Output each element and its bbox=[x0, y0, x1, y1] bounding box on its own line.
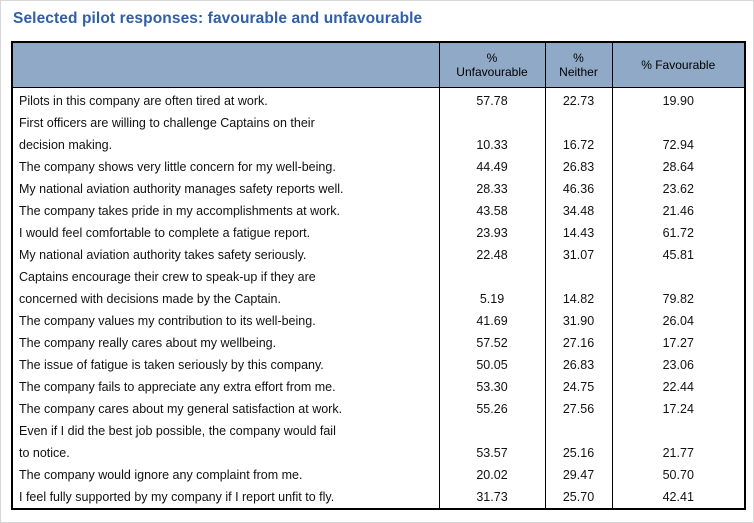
neither-value-cell: 46.36 bbox=[544, 178, 613, 200]
neither-value-cell: 25.70 bbox=[544, 486, 613, 509]
header-unfavourable: % Unfavourable bbox=[438, 41, 546, 88]
favourable-value-cell: 72.94 bbox=[611, 112, 746, 156]
statement-cell: Captains encourage their crew to speak-u… bbox=[11, 266, 440, 310]
statement-cell: Even if I did the best job possible, the… bbox=[11, 420, 440, 464]
statement-cell: Pilots in this company are often tired a… bbox=[11, 87, 440, 112]
table-row: The company really cares about my wellbe… bbox=[11, 332, 746, 354]
table-row: The company takes pride in my accomplish… bbox=[11, 200, 746, 222]
statement-cell: First officers are willing to challenge … bbox=[11, 112, 440, 156]
unfavourable-value-cell: 28.33 bbox=[438, 178, 546, 200]
favourable-value-cell: 17.24 bbox=[611, 398, 746, 420]
unfavourable-value-cell: 31.73 bbox=[438, 486, 546, 509]
statement-cell: My national aviation authority takes saf… bbox=[11, 244, 440, 266]
favourable-value-cell: 45.81 bbox=[611, 244, 746, 266]
unfavourable-value-cell: 55.26 bbox=[438, 398, 546, 420]
table-row: The company cares about my general satis… bbox=[11, 398, 746, 420]
neither-value-cell: 26.83 bbox=[544, 354, 613, 376]
favourable-value-cell: 21.77 bbox=[611, 420, 746, 464]
statement-cell: The issue of fatigue is taken seriously … bbox=[11, 354, 440, 376]
header-neither: % Neither bbox=[544, 41, 613, 88]
neither-value-cell: 14.82 bbox=[544, 266, 613, 310]
favourable-value-cell: 19.90 bbox=[611, 87, 746, 112]
statement-cell: The company would ignore any complaint f… bbox=[11, 464, 440, 486]
statement-cell: I feel fully supported by my company if … bbox=[11, 486, 440, 509]
unfavourable-value-cell: 22.48 bbox=[438, 244, 546, 266]
unfavourable-value-cell: 53.30 bbox=[438, 376, 546, 398]
header-favourable: % Favourable bbox=[611, 41, 746, 88]
neither-value-cell: 27.56 bbox=[544, 398, 613, 420]
neither-value-cell: 34.48 bbox=[544, 200, 613, 222]
statement-cell: The company cares about my general satis… bbox=[11, 398, 440, 420]
favourable-value-cell: 28.64 bbox=[611, 156, 746, 178]
statement-cell: The company takes pride in my accomplish… bbox=[11, 200, 440, 222]
table-row: The issue of fatigue is taken seriously … bbox=[11, 354, 746, 376]
statement-cell: The company values my contribution to it… bbox=[11, 310, 440, 332]
unfavourable-value-cell: 57.52 bbox=[438, 332, 546, 354]
neither-value-cell: 16.72 bbox=[544, 112, 613, 156]
table-row: I feel fully supported by my company if … bbox=[11, 486, 746, 509]
neither-value-cell: 25.16 bbox=[544, 420, 613, 464]
table-row: I would feel comfortable to complete a f… bbox=[11, 222, 746, 244]
table-row: The company shows very little concern fo… bbox=[11, 156, 746, 178]
table-row: Even if I did the best job possible, the… bbox=[11, 420, 746, 464]
neither-value-cell: 31.90 bbox=[544, 310, 613, 332]
unfavourable-value-cell: 5.19 bbox=[438, 266, 546, 310]
table-row: The company values my contribution to it… bbox=[11, 310, 746, 332]
unfavourable-value-cell: 50.05 bbox=[438, 354, 546, 376]
table-body: Pilots in this company are often tired a… bbox=[11, 87, 746, 509]
unfavourable-value-cell: 10.33 bbox=[438, 112, 546, 156]
unfavourable-value-cell: 43.58 bbox=[438, 200, 546, 222]
neither-value-cell: 31.07 bbox=[544, 244, 613, 266]
statement-cell: The company fails to appreciate any extr… bbox=[11, 376, 440, 398]
table-row: Captains encourage their crew to speak-u… bbox=[11, 266, 746, 310]
unfavourable-value-cell: 44.49 bbox=[438, 156, 546, 178]
unfavourable-value-cell: 23.93 bbox=[438, 222, 546, 244]
neither-value-cell: 14.43 bbox=[544, 222, 613, 244]
table-header: % Unfavourable % Neither % Favourable bbox=[11, 41, 746, 88]
favourable-value-cell: 22.44 bbox=[611, 376, 746, 398]
neither-value-cell: 22.73 bbox=[544, 87, 613, 112]
favourable-value-cell: 21.46 bbox=[611, 200, 746, 222]
unfavourable-value-cell: 20.02 bbox=[438, 464, 546, 486]
statement-cell: The company shows very little concern fo… bbox=[11, 156, 440, 178]
favourable-value-cell: 17.27 bbox=[611, 332, 746, 354]
statement-cell: My national aviation authority manages s… bbox=[11, 178, 440, 200]
favourable-value-cell: 61.72 bbox=[611, 222, 746, 244]
responses-table: % Unfavourable % Neither % Favourable Pi… bbox=[11, 41, 746, 510]
favourable-value-cell: 42.41 bbox=[611, 486, 746, 509]
favourable-value-cell: 26.04 bbox=[611, 310, 746, 332]
neither-value-cell: 26.83 bbox=[544, 156, 613, 178]
table-row: My national aviation authority takes saf… bbox=[11, 244, 746, 266]
header-statement bbox=[11, 41, 440, 88]
favourable-value-cell: 23.62 bbox=[611, 178, 746, 200]
favourable-value-cell: 23.06 bbox=[611, 354, 746, 376]
table-row: Pilots in this company are often tired a… bbox=[11, 87, 746, 112]
unfavourable-value-cell: 53.57 bbox=[438, 420, 546, 464]
table-row: The company fails to appreciate any extr… bbox=[11, 376, 746, 398]
neither-value-cell: 27.16 bbox=[544, 332, 613, 354]
unfavourable-value-cell: 57.78 bbox=[438, 87, 546, 112]
unfavourable-value-cell: 41.69 bbox=[438, 310, 546, 332]
favourable-value-cell: 79.82 bbox=[611, 266, 746, 310]
header-row: % Unfavourable % Neither % Favourable bbox=[11, 41, 746, 88]
page-title: Selected pilot responses: favourable and… bbox=[13, 10, 423, 27]
favourable-value-cell: 50.70 bbox=[611, 464, 746, 486]
statement-cell: I would feel comfortable to complete a f… bbox=[11, 222, 440, 244]
neither-value-cell: 24.75 bbox=[544, 376, 613, 398]
neither-value-cell: 29.47 bbox=[544, 464, 613, 486]
table-row: First officers are willing to challenge … bbox=[11, 112, 746, 156]
table-row: My national aviation authority manages s… bbox=[11, 178, 746, 200]
statement-cell: The company really cares about my wellbe… bbox=[11, 332, 440, 354]
table-row: The company would ignore any complaint f… bbox=[11, 464, 746, 486]
